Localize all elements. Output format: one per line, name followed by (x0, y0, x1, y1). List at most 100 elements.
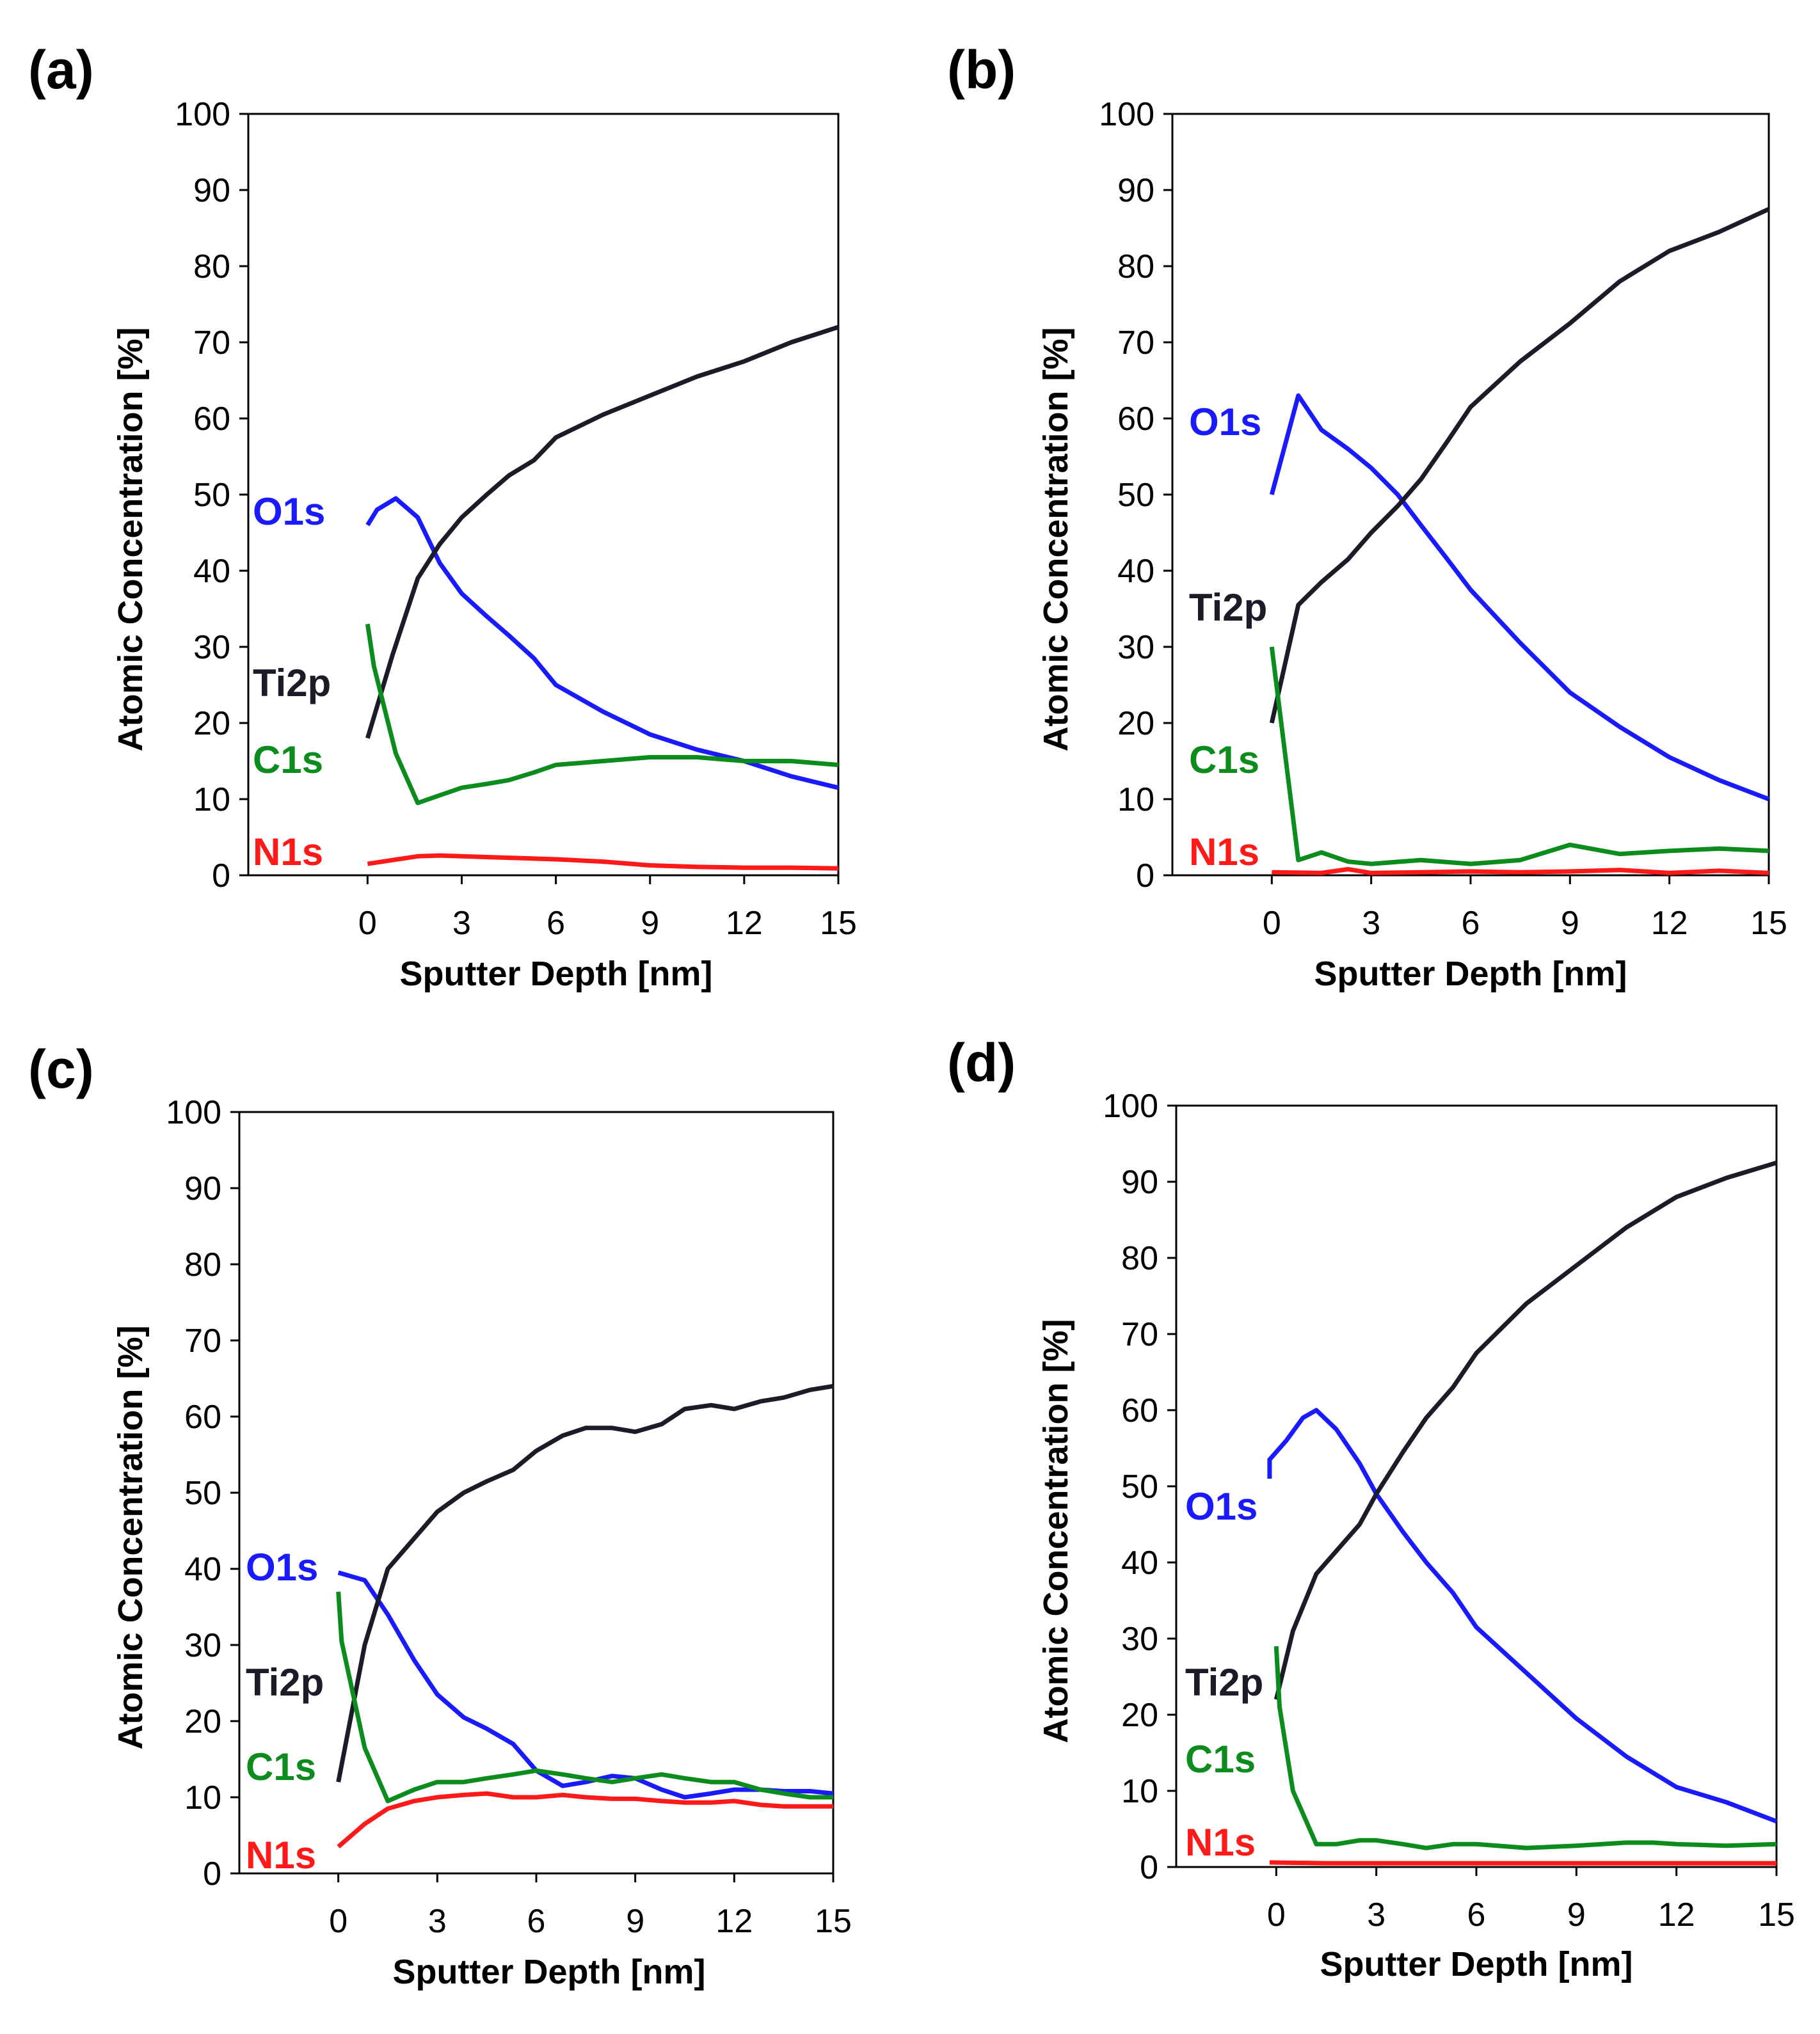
x-tick-label: 6 (527, 1903, 546, 1940)
chart-panel: (c) 0 10 20 30 40 50 60 70 80 90 100 0 3 6 9 12 15 Sputter… (28, 1039, 852, 1991)
series-label-n1s: N1s (1185, 1821, 1256, 1864)
series-line-o1s (337, 1570, 834, 1800)
x-tick-label: 15 (815, 1903, 852, 1940)
series-line-c1s (336, 1591, 833, 1804)
panel-label: (a) (28, 40, 94, 100)
series-label-ti2p: Ti2p (1185, 1661, 1263, 1704)
x-tick-label: 15 (820, 905, 857, 942)
series-line-ti2p (1269, 207, 1770, 724)
y-tick-label: 100 (1103, 1088, 1158, 1125)
y-tick-label: 80 (193, 248, 230, 285)
y-tick-label: 20 (1121, 1697, 1158, 1734)
y-tick-label: 100 (1099, 96, 1154, 133)
panel-label: (d) (947, 1033, 1016, 1093)
plot-frame (1175, 1104, 1778, 1868)
chart-panel: (a) 0 10 20 30 40 50 60 70 80 90 100 0 3 6 9 12 15 Sputter… (28, 40, 857, 993)
y-tick-label: 50 (1117, 477, 1154, 514)
y-axis-title: Atomic Concentration [%] (111, 1325, 150, 1749)
y-tick-label: 10 (1121, 1773, 1158, 1810)
y-tick-label: 20 (1117, 705, 1154, 742)
y-tick-label: 30 (1117, 629, 1154, 666)
series-label-c1s: C1s (1185, 1738, 1256, 1781)
y-tick-label: 40 (184, 1551, 221, 1588)
x-tick-label: 9 (1561, 905, 1579, 942)
y-tick-label: 10 (1117, 781, 1154, 818)
x-tick-label: 9 (1567, 1896, 1586, 1934)
y-tick-label: 50 (184, 1475, 221, 1512)
x-tick-label: 12 (1651, 905, 1688, 942)
y-tick-label: 30 (1121, 1621, 1158, 1658)
y-tick-label: 80 (184, 1246, 221, 1283)
x-tick-label: 6 (1467, 1896, 1486, 1934)
y-tick-label: 60 (193, 401, 230, 438)
y-tick-label: 10 (184, 1779, 221, 1816)
series-line-o1s (365, 496, 839, 790)
y-tick-label: 80 (1117, 248, 1154, 285)
y-tick-label: 100 (175, 96, 230, 133)
x-tick-label: 0 (1263, 905, 1281, 942)
series-label-c1s: C1s (1189, 738, 1259, 781)
x-tick-label: 3 (452, 905, 471, 942)
series-label-n1s: N1s (1189, 830, 1259, 873)
y-tick-label: 0 (212, 857, 230, 894)
series-line-c1s (1273, 1646, 1777, 1850)
y-tick-label: 80 (1121, 1240, 1158, 1277)
x-tick-label: 0 (358, 905, 377, 942)
y-tick-label: 30 (193, 629, 230, 666)
y-tick-label: 10 (193, 781, 230, 818)
y-tick-label: 0 (1140, 1849, 1158, 1886)
x-axis-title: Sputter Depth [nm] (400, 955, 713, 993)
x-tick-label: 6 (1462, 905, 1480, 942)
series-label-ti2p: Ti2p (253, 662, 331, 704)
y-axis-title: Atomic Concentration [%] (111, 327, 150, 751)
y-tick-label: 20 (184, 1703, 221, 1740)
y-tick-label: 90 (193, 172, 230, 209)
x-tick-label: 15 (1750, 905, 1787, 942)
chart-panel: (d) 0 10 20 30 40 50 60 70 80 90 100 0 3 6 9 12 15 Sputter… (947, 1033, 1795, 1983)
series-label-o1s: O1s (1189, 401, 1261, 443)
y-tick-label: 90 (184, 1170, 221, 1207)
y-tick-label: 20 (193, 705, 230, 742)
x-tick-label: 3 (1367, 1896, 1385, 1934)
series-label-n1s: N1s (253, 830, 323, 873)
y-tick-label: 30 (184, 1627, 221, 1664)
y-tick-label: 0 (203, 1855, 221, 1893)
panel-label: (c) (28, 1039, 94, 1099)
series-line-ti2p (336, 1383, 834, 1783)
y-tick-label: 70 (1117, 324, 1154, 362)
x-tick-label: 3 (428, 1903, 447, 1940)
series-line-o1s (1269, 393, 1770, 802)
series-label-ti2p: Ti2p (1189, 586, 1267, 629)
x-tick-label: 6 (547, 905, 565, 942)
y-tick-label: 100 (166, 1094, 221, 1131)
series-line-ti2p (365, 324, 840, 739)
panel-label: (b) (947, 40, 1016, 100)
y-tick-label: 50 (193, 477, 230, 514)
x-tick-label: 9 (626, 1903, 644, 1940)
y-tick-label: 40 (1117, 553, 1154, 590)
series-line-n1s (367, 853, 839, 871)
x-tick-label: 0 (1267, 1896, 1286, 1934)
series-label-o1s: O1s (246, 1546, 318, 1589)
y-tick-label: 0 (1136, 857, 1154, 894)
y-tick-label: 90 (1117, 172, 1154, 209)
series-line-n1s (337, 1791, 833, 1848)
x-tick-label: 3 (1362, 905, 1380, 942)
x-tick-label: 12 (726, 905, 763, 942)
y-tick-label: 70 (193, 324, 230, 362)
y-tick-label: 60 (184, 1399, 221, 1436)
y-tick-label: 40 (193, 553, 230, 590)
y-tick-label: 40 (1121, 1545, 1158, 1582)
x-axis-title: Sputter Depth [nm] (1314, 955, 1627, 993)
series-label-n1s: N1s (246, 1834, 316, 1877)
chart-panel: (b) 0 10 20 30 40 50 60 70 80 90 100 0 3 6 9 12 15 Sputter… (947, 40, 1787, 993)
series-label-c1s: C1s (253, 738, 323, 781)
series-label-o1s: O1s (1185, 1485, 1257, 1528)
y-tick-label: 70 (1121, 1316, 1158, 1353)
y-tick-label: 50 (1121, 1468, 1158, 1506)
series-label-ti2p: Ti2p (246, 1661, 324, 1704)
y-axis-title: Atomic Concentration [%] (1037, 327, 1075, 751)
plot-frame (238, 1111, 834, 1875)
x-tick-label: 12 (715, 1903, 753, 1940)
y-tick-label: 90 (1121, 1164, 1158, 1201)
